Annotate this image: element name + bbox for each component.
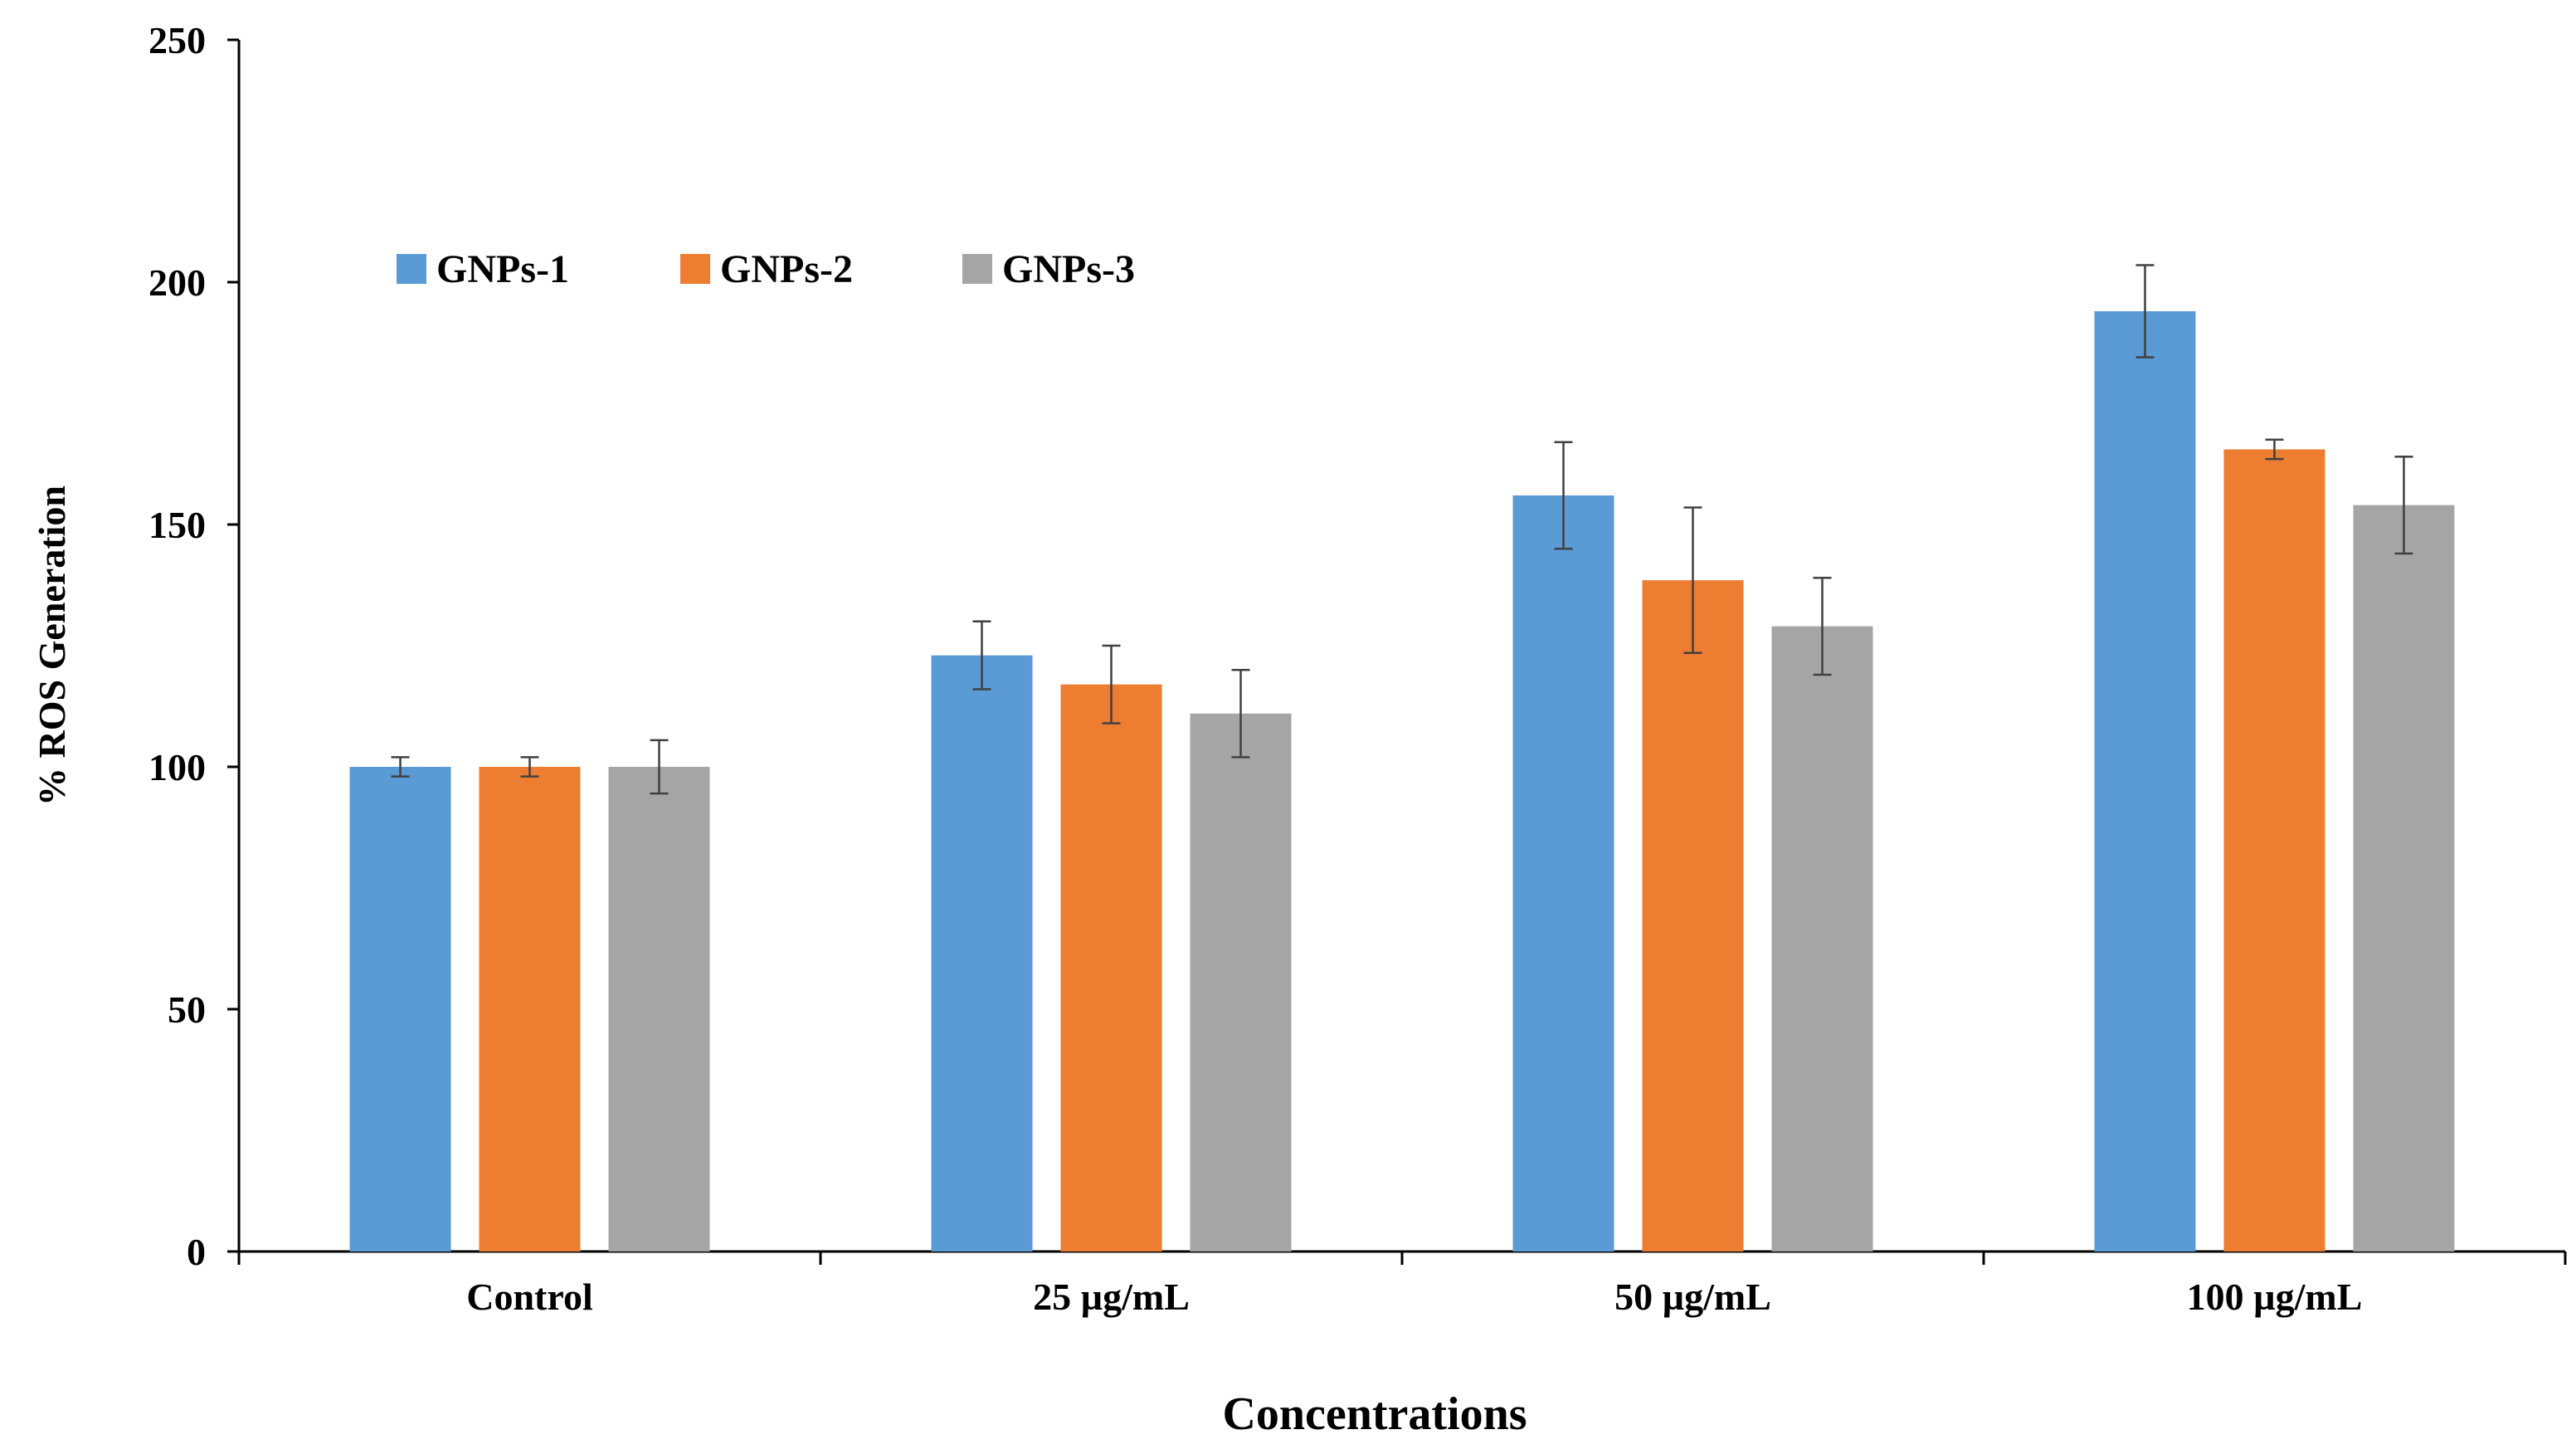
error-bar (1231, 668, 1250, 759)
bar-gnps-1-2 (1512, 495, 1614, 1252)
bar-gnps-1-1 (931, 655, 1033, 1252)
bars (349, 311, 2455, 1252)
bar-gnps-2-0 (479, 767, 581, 1252)
y-tick-label: 250 (149, 19, 206, 61)
y-ticks: 0 50 100 150 200 250 (149, 19, 239, 1273)
bar-gnps-2-1 (1060, 684, 1162, 1252)
y-tick-label: 200 (149, 261, 206, 304)
x-tick-label: 100 µg/mL (2187, 1276, 2363, 1318)
legend-label: GNPs-2 (720, 247, 853, 291)
bar-gnps-3-1 (1190, 713, 1292, 1252)
error-bar (2394, 455, 2413, 555)
bar-gnps-2-2 (1642, 580, 1744, 1252)
legend-item-gnps-2: GNPs-2 (680, 247, 853, 291)
error-bar (1554, 441, 1573, 550)
error-bar (391, 756, 410, 778)
bar-gnps-3-0 (608, 767, 710, 1252)
bar-gnps-3-2 (1771, 626, 1873, 1252)
legend: GNPs-1 GNPs-2 GNPs-3 (397, 247, 1135, 291)
legend-item-gnps-1: GNPs-1 (397, 247, 569, 291)
bar-gnps-2-3 (2223, 449, 2325, 1252)
y-tick-label: 150 (149, 504, 206, 546)
error-bar (2265, 438, 2284, 461)
bar-gnps-1-0 (349, 767, 451, 1252)
y-tick-label: 0 (187, 1231, 206, 1273)
y-axis-title: % ROS Generation (31, 485, 73, 806)
legend-item-gnps-3: GNPs-3 (962, 247, 1135, 291)
error-bar (2135, 264, 2155, 359)
x-axis: Control 25 µg/mL 50 µg/mL 100 µg/mL (237, 1250, 2567, 1318)
bar-gnps-1-3 (2094, 311, 2196, 1252)
error-bar (650, 739, 669, 795)
x-tick-label: 25 µg/mL (1033, 1276, 1190, 1318)
error-bar (1102, 644, 1121, 725)
legend-swatch (397, 254, 426, 284)
error-bar (1813, 576, 1832, 676)
x-axis-title: Concentrations (1222, 1388, 1527, 1440)
x-ticks: Control 25 µg/mL 50 µg/mL 100 µg/mL (237, 1252, 2567, 1318)
error-bar (972, 620, 991, 690)
y-tick-label: 100 (149, 746, 206, 788)
error-bar (1683, 506, 1702, 655)
legend-swatch (962, 254, 992, 284)
x-tick-label: Control (466, 1276, 593, 1318)
y-tick-label: 50 (168, 988, 206, 1031)
y-axis: 0 50 100 150 200 250 (149, 19, 241, 1273)
error-bar (520, 756, 539, 778)
error-bars (391, 264, 2413, 795)
legend-label: GNPs-3 (1002, 247, 1135, 291)
legend-label: GNPs-1 (436, 247, 569, 291)
x-tick-label: 50 µg/mL (1614, 1276, 1771, 1318)
bar-gnps-3-3 (2353, 505, 2455, 1252)
legend-swatch (680, 254, 710, 284)
